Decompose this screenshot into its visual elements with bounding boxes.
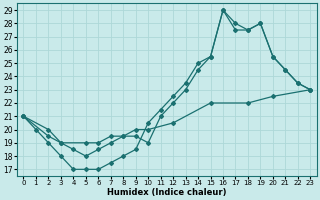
X-axis label: Humidex (Indice chaleur): Humidex (Indice chaleur) [107,188,227,197]
